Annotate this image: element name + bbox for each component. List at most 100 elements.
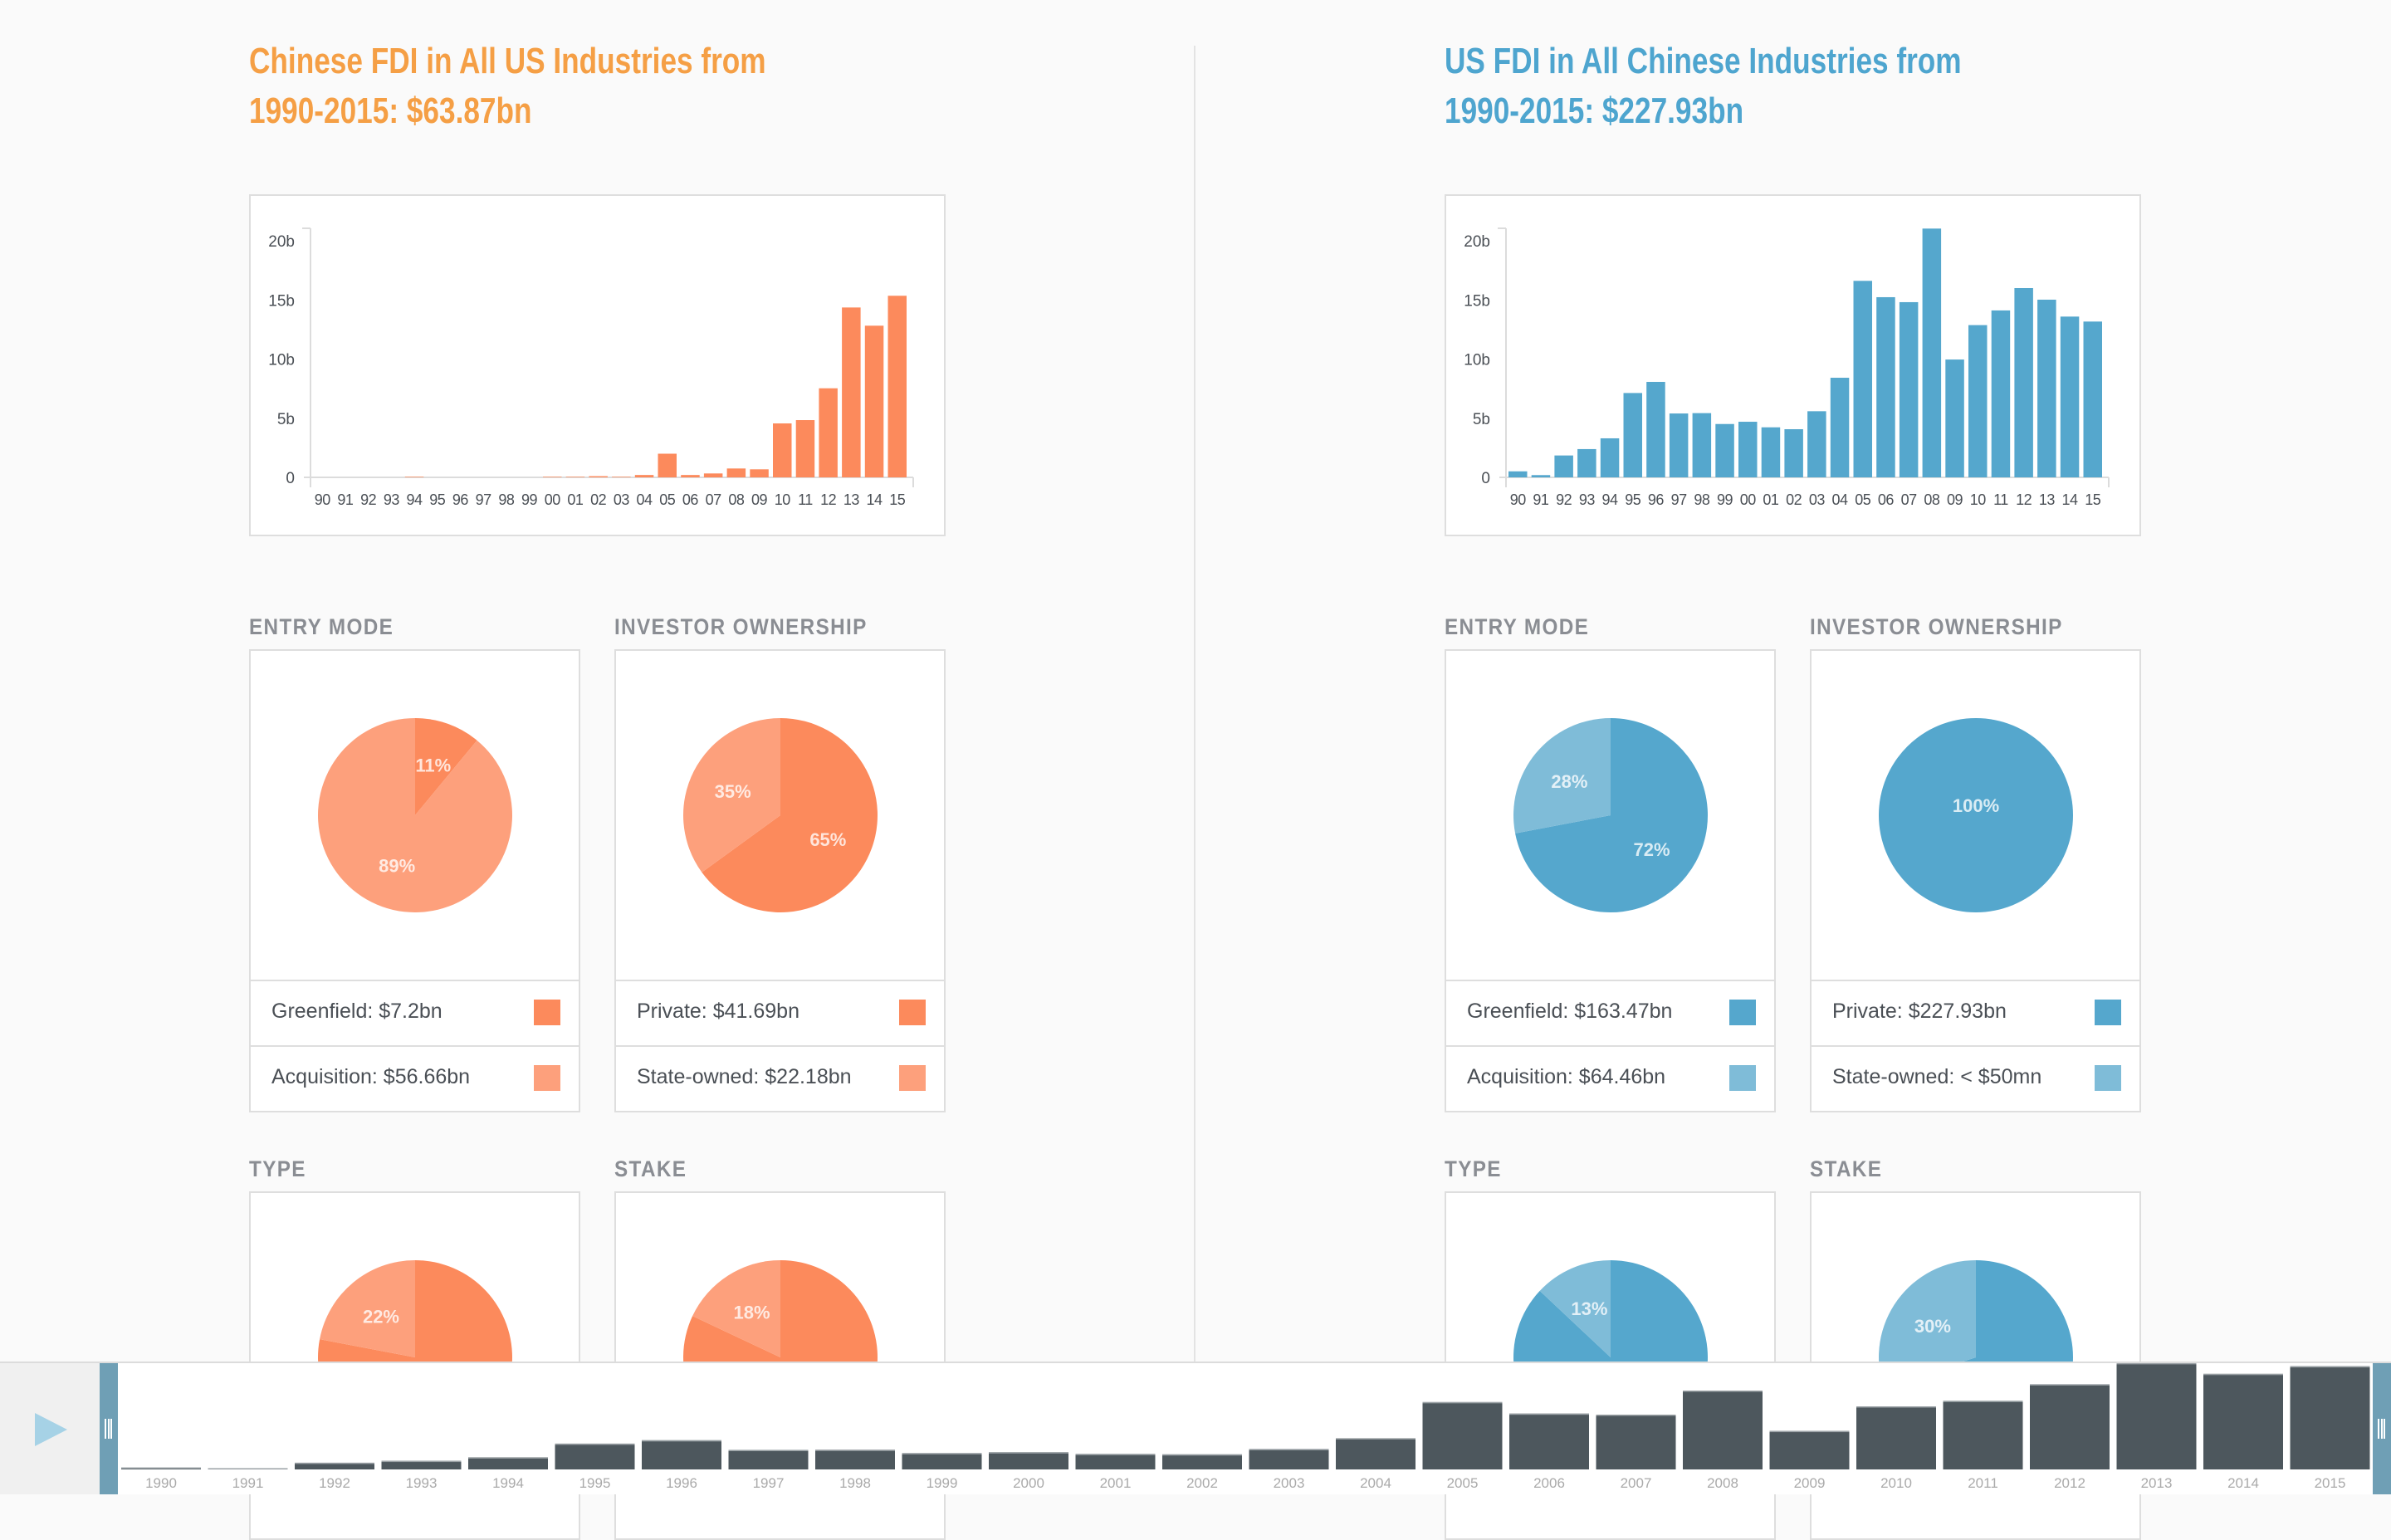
bar[interactable]	[1508, 471, 1528, 477]
pie-slice[interactable]	[1879, 718, 2073, 912]
pie-slice[interactable]	[1515, 718, 1708, 912]
timeline-bars: 1990 1991 1992 1993 1994 1995 1996 1997 1998 1999…	[121, 1363, 2370, 1491]
timeline-bar[interactable]	[1509, 1413, 1589, 1469]
timeline-bar[interactable]	[815, 1450, 895, 1469]
bar[interactable]	[1577, 448, 1596, 477]
timeline-year-label: 2001	[1100, 1475, 1132, 1491]
pie-slice[interactable]	[1513, 718, 1611, 834]
timeline[interactable]: 1990 1991 1992 1993 1994 1995 1996 1997 1998 1999…	[0, 1362, 2391, 1494]
timeline-bar[interactable]	[1249, 1449, 1329, 1469]
bar[interactable]	[1968, 325, 1988, 477]
timeline-bar[interactable]	[2116, 1363, 2197, 1469]
bar[interactable]	[1899, 301, 1919, 477]
bar[interactable]	[1715, 423, 1734, 477]
x-tick-label: 02	[590, 491, 607, 508]
bar[interactable]	[681, 475, 700, 477]
pie-chart: 100%	[1879, 718, 2073, 912]
pie-slice[interactable]	[1539, 1260, 1611, 1357]
bar[interactable]	[1761, 427, 1781, 477]
timeline-bar[interactable]	[295, 1462, 374, 1469]
bar[interactable]	[1807, 411, 1826, 477]
timeline-bar[interactable]	[2203, 1373, 2283, 1469]
pie-slice[interactable]	[1879, 1260, 1976, 1388]
timeline-bar[interactable]	[728, 1450, 809, 1469]
pie-slice[interactable]	[415, 718, 477, 815]
timeline-bar[interactable]	[1683, 1391, 1763, 1469]
bar[interactable]	[2037, 299, 2056, 477]
legend-item: State-owned: $22.18bn	[616, 1045, 944, 1111]
bar[interactable]	[2083, 321, 2103, 477]
bar[interactable]	[1853, 281, 1873, 477]
timeline-bar[interactable]	[468, 1457, 548, 1469]
bar[interactable]	[773, 423, 792, 477]
timeline-bar[interactable]	[642, 1440, 721, 1469]
x-tick-label: 93	[1579, 491, 1596, 508]
timeline-bar[interactable]	[555, 1443, 635, 1469]
bar[interactable]	[658, 453, 677, 478]
panel-divider	[1194, 46, 1196, 1366]
stake-heading: STAKE	[1810, 1156, 1883, 1181]
timeline-bar[interactable]	[1769, 1430, 1850, 1469]
pie-slice[interactable]	[702, 718, 878, 912]
bar[interactable]	[1945, 359, 1964, 477]
entry-heading: ENTRY MODE	[1445, 614, 1590, 639]
bar[interactable]	[1692, 413, 1712, 477]
bar[interactable]	[750, 469, 769, 477]
bar[interactable]	[726, 468, 746, 477]
bar[interactable]	[1991, 310, 2011, 477]
timeline-bar[interactable]	[1422, 1401, 1503, 1469]
x-tick-label: 10	[1970, 491, 1987, 508]
pie-chart: 72% 28%	[1513, 718, 1708, 912]
pie-slice[interactable]	[318, 718, 512, 912]
play-icon[interactable]	[35, 1413, 67, 1446]
bar[interactable]	[1830, 378, 1850, 477]
bar[interactable]	[887, 296, 907, 477]
bar[interactable]	[1600, 438, 1620, 477]
timeline-bar[interactable]	[2290, 1366, 2370, 1469]
x-tick-label: 04	[637, 491, 653, 508]
timeline-end-handle[interactable]	[2373, 1363, 2391, 1494]
bar[interactable]	[2060, 316, 2080, 477]
bar[interactable]	[1554, 455, 1573, 477]
bar[interactable]	[1531, 475, 1551, 477]
bar[interactable]	[1784, 429, 1803, 477]
timeline-start-handle[interactable]	[100, 1363, 118, 1494]
timeline-year-label: 2004	[1360, 1475, 1391, 1491]
bar[interactable]	[795, 420, 815, 477]
x-tick-label: 09	[1947, 491, 1963, 508]
x-tick-label: 00	[545, 491, 561, 508]
bar[interactable]	[819, 388, 838, 477]
bar[interactable]	[1646, 382, 1665, 477]
timeline-bar[interactable]	[1943, 1401, 2023, 1469]
pie-percent-label: 35%	[715, 781, 751, 802]
timeline-bar[interactable]	[1075, 1454, 1156, 1469]
pie-slice[interactable]	[683, 718, 780, 873]
timeline-year-label: 2015	[2315, 1475, 2346, 1491]
timeline-bar[interactable]	[902, 1453, 982, 1469]
timeline-year-label: 2005	[1447, 1475, 1479, 1491]
x-tick-label: 07	[706, 491, 722, 508]
bar[interactable]	[1876, 296, 1895, 477]
bar[interactable]	[864, 325, 884, 477]
bar[interactable]	[1623, 393, 1643, 477]
timeline-bar[interactable]	[1596, 1414, 1676, 1469]
pie-slice[interactable]	[320, 1260, 415, 1357]
bar[interactable]	[634, 475, 654, 477]
timeline-bar[interactable]	[2030, 1384, 2110, 1469]
x-tick-label: 90	[315, 491, 331, 508]
x-tick-label: 01	[567, 491, 584, 508]
timeline-bar[interactable]	[1336, 1438, 1416, 1469]
pie-slice[interactable]	[692, 1260, 780, 1357]
bar[interactable]	[703, 473, 723, 477]
timeline-bar[interactable]	[1856, 1406, 1936, 1469]
bar[interactable]	[842, 307, 861, 477]
timeline-year-label: 1997	[753, 1475, 785, 1491]
bar[interactable]	[1922, 228, 1942, 477]
bar[interactable]	[1738, 422, 1758, 477]
timeline-bar[interactable]	[1162, 1454, 1242, 1469]
bar[interactable]	[2014, 288, 2033, 477]
bar[interactable]	[1669, 413, 1689, 477]
timeline-bar-highlight	[1249, 1449, 1329, 1450]
timeline-bar[interactable]	[989, 1452, 1068, 1469]
timeline-bar[interactable]	[381, 1460, 462, 1469]
